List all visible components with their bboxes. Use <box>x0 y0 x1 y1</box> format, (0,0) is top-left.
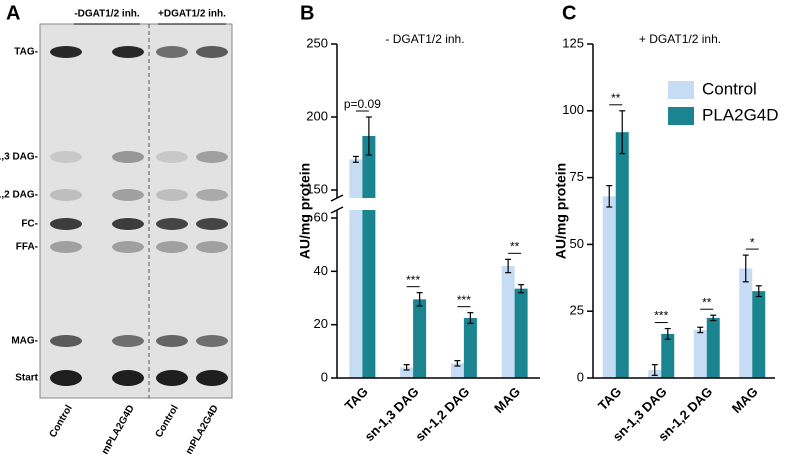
tlc-spot <box>196 335 228 347</box>
tlc-spot <box>50 151 82 163</box>
y-tick-label: 250 <box>306 35 328 50</box>
bar <box>739 268 753 378</box>
y-tick-label: 100 <box>562 102 584 117</box>
axis-break-mark <box>330 206 344 214</box>
lane-label: mPLA2G4D <box>100 403 137 456</box>
band-label: sn-1,2 DAG- <box>0 190 38 201</box>
tlc-spot <box>112 370 144 386</box>
significance-label: ** <box>510 240 520 254</box>
tlc-spot <box>112 335 144 347</box>
bar <box>501 266 515 378</box>
tlc-spot <box>50 46 82 58</box>
tlc-spot <box>156 335 188 347</box>
significance-label: * <box>750 235 755 249</box>
legend-label: Control <box>702 79 757 98</box>
panel-label: A <box>6 2 20 24</box>
bar <box>514 288 528 378</box>
y-tick-label: 125 <box>562 35 584 50</box>
tlc-spot <box>196 151 228 163</box>
tlc-spot <box>50 370 82 386</box>
bar <box>615 132 629 378</box>
bar <box>450 363 464 378</box>
y-tick-label: 40 <box>314 263 328 278</box>
bar <box>706 317 720 378</box>
tlc-spot <box>156 151 188 163</box>
panel-label: C <box>562 2 576 24</box>
y-tick-label: 0 <box>577 369 584 384</box>
significance-label: *** <box>457 293 471 307</box>
tlc-spot <box>50 218 82 230</box>
tlc-spot <box>112 151 144 163</box>
bar <box>362 135 376 378</box>
tlc-spot <box>156 241 188 253</box>
tlc-spot <box>112 218 144 230</box>
tlc-spot <box>112 46 144 58</box>
bar <box>661 333 675 378</box>
lane-label: mPLA2G4D <box>184 403 221 456</box>
condition-label: +DGAT1/2 inh. <box>158 9 226 20</box>
band-label: TAG- <box>14 47 38 58</box>
y-tick-label: 60 <box>314 209 328 224</box>
legend-swatch <box>668 107 694 125</box>
chart-title: + DGAT1/2 inh. <box>639 32 721 46</box>
lane-label: Control <box>154 403 181 439</box>
tlc-spot <box>196 370 228 386</box>
y-tick-label: 200 <box>306 108 328 123</box>
legend-label: PLA2G4D <box>702 105 779 124</box>
legend-swatch <box>668 81 694 99</box>
bar <box>463 318 477 378</box>
significance-label: ** <box>702 295 712 309</box>
tlc-spot <box>50 335 82 347</box>
y-tick-label: 20 <box>314 316 328 331</box>
condition-label: -DGAT1/2 inh. <box>74 9 140 20</box>
tlc-spot <box>156 370 188 386</box>
tlc-spot <box>50 241 82 253</box>
x-tick-label: MAG <box>491 384 523 416</box>
y-tick-label: 75 <box>570 169 584 184</box>
tlc-spot <box>196 241 228 253</box>
significance-label: *** <box>654 309 668 323</box>
tlc-spot <box>156 46 188 58</box>
bar <box>693 329 707 378</box>
tlc-spot <box>112 241 144 253</box>
tlc-spot <box>50 189 82 201</box>
band-label: FC- <box>21 219 38 230</box>
tlc-spot <box>112 189 144 201</box>
y-tick-label: 0 <box>321 369 328 384</box>
tlc-spot <box>156 218 188 230</box>
tlc-spot <box>196 46 228 58</box>
chart-title: - DGAT1/2 inh. <box>385 32 464 46</box>
band-label: Start <box>15 373 38 384</box>
band-label: MAG- <box>11 336 38 347</box>
tlc-spot <box>196 218 228 230</box>
y-tick-label: 25 <box>570 303 584 318</box>
axis-break-mark <box>330 194 344 202</box>
x-tick-label: MAG <box>729 384 761 416</box>
tlc-bands <box>50 46 228 386</box>
axis-break <box>329 198 540 210</box>
panel-label: B <box>300 2 314 24</box>
band-label: sn-1,3 DAG- <box>0 152 38 163</box>
x-tick-label: TAG <box>595 384 624 413</box>
y-axis-label: AU/mg protein <box>297 163 313 259</box>
y-tick-label: 150 <box>306 181 328 196</box>
significance-label: *** <box>406 273 420 287</box>
y-axis-label: AU/mg protein <box>553 163 569 259</box>
significance-label: p=0.09 <box>344 97 381 111</box>
significance-label: ** <box>611 91 621 105</box>
band-label: FFA- <box>16 242 38 253</box>
tlc-spot <box>156 189 188 201</box>
tlc-spot <box>196 189 228 201</box>
lane-label: Control <box>48 403 75 439</box>
bar <box>349 159 363 378</box>
bar <box>752 291 766 378</box>
bar <box>602 196 616 378</box>
x-tick-label: TAG <box>342 384 371 413</box>
bar <box>400 367 414 378</box>
x-tick-label: sn-1,2 DAG <box>412 384 472 444</box>
y-tick-label: 50 <box>570 236 584 251</box>
bar <box>413 299 427 378</box>
